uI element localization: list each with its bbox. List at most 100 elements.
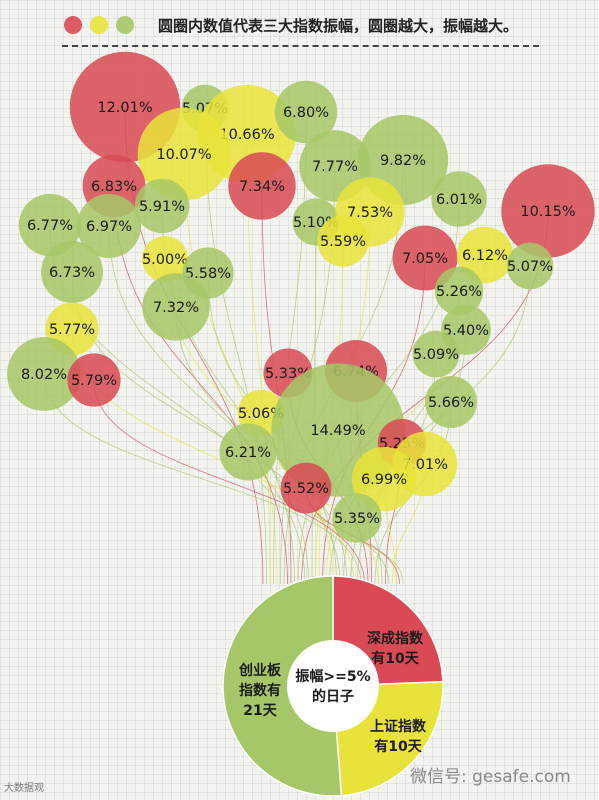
connector-line bbox=[113, 185, 288, 585]
bubble-label: 5.00% bbox=[142, 252, 188, 268]
bubble-label: 5.79% bbox=[71, 373, 117, 389]
bubble: 5.26% bbox=[434, 266, 484, 316]
bubble: 5.91% bbox=[134, 178, 190, 234]
bubble-label: 8.02% bbox=[21, 367, 67, 383]
bubble: 6.99% bbox=[351, 446, 417, 512]
bubble-label: 6.83% bbox=[91, 179, 137, 195]
bubble: 6.97% bbox=[76, 193, 142, 259]
connector-line bbox=[43, 373, 362, 585]
bubble-circle bbox=[317, 215, 369, 267]
bubble-label: 5.77% bbox=[49, 322, 95, 338]
bubble: 5.59% bbox=[317, 215, 369, 267]
bubble-circle bbox=[219, 423, 277, 481]
legend-text: 圆圈内数值代表三大指数振幅，圆圈越大，振幅越大。 bbox=[158, 16, 519, 35]
bubble-label: 6.99% bbox=[361, 472, 407, 488]
bubble-circle bbox=[392, 225, 458, 291]
bubbles: 12.01% 5.07% 10.66% 6.80% 10.07% 7.77% 9.82% 6.… bbox=[7, 51, 595, 543]
bubble-circle bbox=[142, 236, 188, 282]
bubble-circle bbox=[434, 266, 484, 316]
bubble: 8.02% bbox=[7, 337, 81, 411]
legend-dot-yellow bbox=[90, 16, 108, 34]
pie-slice-label: 有10天 bbox=[374, 738, 422, 755]
legend-dot-green bbox=[116, 16, 134, 34]
bubble-circle bbox=[18, 193, 82, 257]
bubble-circle bbox=[424, 375, 478, 429]
bubble-circle bbox=[351, 446, 417, 512]
bubble: 10.15% bbox=[501, 164, 595, 258]
bubble: 6.77% bbox=[18, 193, 82, 257]
bubble-circle bbox=[7, 337, 81, 411]
bubble-label: 5.07% bbox=[507, 259, 553, 275]
legend-dot-red bbox=[64, 16, 82, 34]
pie-slice-label: 21天 bbox=[243, 703, 277, 719]
pie-slice-label: 深成指数 bbox=[367, 630, 424, 647]
bubble-label: 7.53% bbox=[347, 205, 393, 221]
bubble-label: 10.66% bbox=[219, 127, 274, 143]
bubble: 5.09% bbox=[412, 330, 460, 378]
bubble: 7.32% bbox=[142, 273, 210, 341]
pie-slice-label: 指数有 bbox=[239, 682, 281, 699]
bubble-circle bbox=[412, 330, 460, 378]
bubble: 7.05% bbox=[392, 225, 458, 291]
bubble: 6.73% bbox=[41, 241, 103, 303]
bubble-circle bbox=[456, 226, 514, 284]
bubble-label: 5.52% bbox=[283, 481, 329, 497]
bubble-circle bbox=[137, 107, 231, 201]
bubble-circle bbox=[142, 273, 210, 341]
bubble-label: 10.07% bbox=[156, 147, 211, 163]
bubble-label: 10.15% bbox=[520, 204, 575, 220]
bubble-label: 6.97% bbox=[86, 219, 132, 235]
bubble-circle bbox=[501, 164, 595, 258]
bubble-circle bbox=[431, 171, 487, 227]
bubble-circle bbox=[76, 193, 142, 259]
legend: 圆圈内数值代表三大指数振幅，圆圈越大，振幅越大。 bbox=[64, 13, 518, 37]
watermark-right: 微信号: gesafe.com bbox=[410, 767, 571, 787]
bubble-label: 7.32% bbox=[153, 300, 199, 316]
pie-center bbox=[287, 640, 379, 732]
watermark-left: 大数据观 bbox=[4, 783, 44, 794]
bubble-label: 6.01% bbox=[436, 192, 482, 208]
bubble: 5.07% bbox=[506, 242, 554, 290]
bubble: 5.52% bbox=[280, 462, 332, 514]
dashed-divider bbox=[62, 45, 539, 47]
pie-slice-label: 有10天 bbox=[371, 650, 419, 667]
bubble-label: 5.35% bbox=[334, 511, 380, 527]
bubble: 7.34% bbox=[228, 152, 296, 220]
bubble-label: 9.82% bbox=[380, 153, 426, 169]
bubble-label: 5.66% bbox=[428, 395, 474, 411]
connector-line bbox=[273, 111, 307, 585]
bubble-label: 5.26% bbox=[436, 284, 482, 300]
bubble: 5.79% bbox=[67, 353, 121, 407]
bubble: 6.80% bbox=[274, 80, 338, 144]
connector-line bbox=[204, 107, 267, 585]
bubble-circle bbox=[274, 80, 338, 144]
bubble-circle bbox=[280, 462, 332, 514]
pie-slice-label: 上证指数 bbox=[370, 718, 427, 735]
bubble-circle bbox=[228, 152, 296, 220]
bubble: 6.12% bbox=[456, 226, 514, 284]
pie-center-label: 的日子 bbox=[312, 688, 354, 705]
bubble-label: 7.34% bbox=[239, 179, 285, 195]
bubble-label: 6.73% bbox=[49, 265, 95, 281]
bubble: 5.35% bbox=[332, 493, 382, 543]
bubble-label: 14.49% bbox=[310, 423, 365, 439]
bubble: 6.21% bbox=[219, 423, 277, 481]
pie-slice bbox=[222, 575, 343, 797]
connector-line bbox=[108, 225, 309, 585]
bubble: 10.07% bbox=[137, 107, 231, 201]
bubble: 5.66% bbox=[424, 375, 478, 429]
bubble-label: 5.40% bbox=[443, 323, 489, 339]
bubble-circle bbox=[506, 242, 554, 290]
pie-slice-label: 创业板 bbox=[238, 662, 282, 679]
bubble-label: 5.09% bbox=[413, 347, 459, 363]
pie-center-label: 振幅>=5% bbox=[295, 668, 370, 685]
bubble: 5.00% bbox=[142, 236, 188, 282]
bubble-label: 7.05% bbox=[402, 251, 448, 267]
bubble-label: 6.80% bbox=[283, 105, 329, 121]
connector-line bbox=[183, 153, 278, 585]
bubble: 6.01% bbox=[431, 171, 487, 227]
bubble-label: 5.58% bbox=[185, 266, 231, 282]
bubble-label: 6.21% bbox=[225, 445, 271, 461]
